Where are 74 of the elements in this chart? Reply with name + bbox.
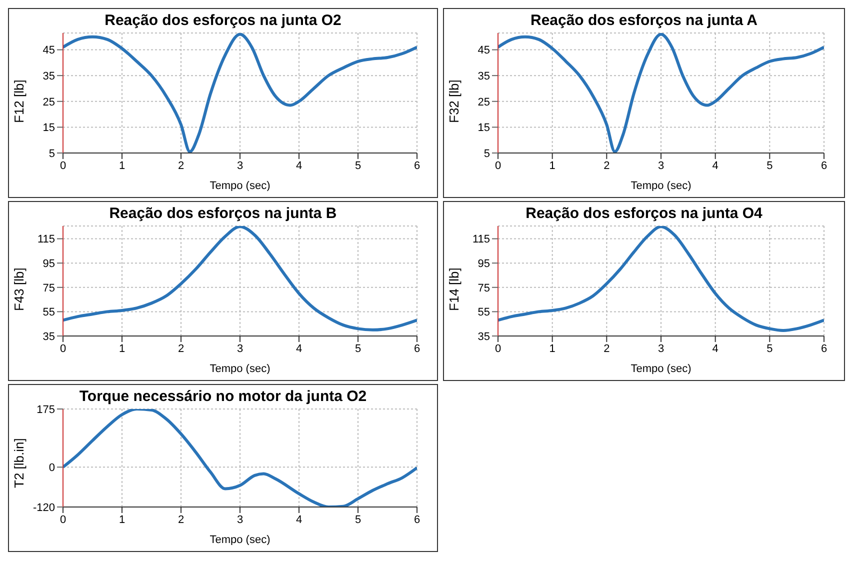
- y-tick-label: 15: [478, 122, 490, 134]
- y-tick-label: 45: [42, 44, 55, 57]
- y-tick-label: 35: [478, 330, 490, 343]
- x-tick-label: 6: [414, 160, 420, 172]
- x-tick-label: 2: [604, 342, 610, 355]
- chart-title: Reação dos esforços na junta B: [108, 205, 338, 222]
- y-axis-title: F43 [lb]: [12, 268, 27, 311]
- y-tick-label: 115: [472, 234, 490, 246]
- chart-title: Reação dos esforços na junta O4: [524, 205, 764, 222]
- x-tick-label: 3: [658, 160, 664, 172]
- x-tick-label: 4: [296, 342, 302, 355]
- x-tick-label: 4: [712, 342, 718, 355]
- y-tick-label: 35: [42, 70, 55, 82]
- y-tick-label: 95: [42, 258, 55, 270]
- x-tick-label: 3: [658, 342, 664, 355]
- x-tick-label: 5: [766, 342, 773, 355]
- y-axis-title: F14 [lb]: [446, 268, 462, 311]
- y-tick-label: 75: [42, 282, 55, 294]
- chart-title: Reação dos esforços na junta A: [529, 12, 758, 29]
- x-axis-title: Tempo (sec): [210, 534, 270, 546]
- x-tick-label: 1: [549, 342, 556, 355]
- x-axis-title: Tempo (sec): [630, 180, 692, 192]
- y-axis-title: T2 [lb.in]: [12, 438, 27, 488]
- y-tick-label: 35: [42, 330, 55, 343]
- y-tick-label: 45: [478, 44, 490, 57]
- x-tick-label: 5: [354, 514, 362, 526]
- y-axis-title: F12 [lb]: [12, 80, 27, 123]
- x-tick-label: 2: [178, 160, 184, 172]
- x-tick-label: 2: [604, 160, 610, 172]
- x-tick-label: 4: [712, 160, 718, 172]
- x-tick-label: 6: [820, 342, 828, 355]
- x-tick-label: 1: [118, 160, 126, 172]
- y-tick-label: -120: [32, 502, 55, 514]
- x-tick-label: 4: [296, 514, 302, 526]
- y-tick-label: 15: [42, 122, 55, 134]
- x-tick-label: 4: [296, 160, 302, 172]
- x-tick-label: 3: [236, 160, 244, 172]
- y-tick-label: 95: [478, 258, 490, 270]
- line-series: [498, 226, 824, 332]
- x-tick-label: 2: [178, 514, 184, 526]
- x-tick-label: 5: [766, 160, 773, 172]
- x-tick-label: 1: [118, 514, 126, 526]
- x-tick-label: 6: [820, 160, 828, 172]
- x-tick-label: 0: [494, 342, 502, 355]
- x-axis-title: Tempo (sec): [630, 363, 692, 375]
- x-axis-title: Tempo (sec): [210, 180, 270, 192]
- x-tick-label: 2: [178, 342, 184, 355]
- x-tick-label: 6: [414, 342, 420, 355]
- y-tick-label: 35: [478, 70, 490, 82]
- chart-title: Torque necessário no motor da junta O2: [78, 388, 368, 405]
- x-tick-label: 5: [354, 342, 362, 355]
- y-tick-label: 115: [37, 234, 55, 246]
- y-tick-label: 5: [484, 148, 490, 160]
- x-tick-label: 3: [236, 514, 244, 526]
- x-tick-label: 0: [60, 514, 66, 526]
- y-tick-label: 5: [48, 148, 55, 160]
- y-axis-title: F32 [lb]: [446, 80, 462, 123]
- x-tick-label: 1: [549, 160, 556, 172]
- x-tick-label: 0: [60, 160, 66, 172]
- x-tick-label: 1: [118, 342, 126, 355]
- chart-title: Reação dos esforços na junta O2: [104, 12, 342, 29]
- x-tick-label: 0: [60, 342, 66, 355]
- x-axis-title: Tempo (sec): [210, 363, 270, 375]
- x-tick-label: 0: [494, 160, 502, 172]
- y-tick-label: 25: [478, 96, 490, 108]
- x-tick-label: 5: [354, 160, 362, 172]
- y-tick-label: 175: [36, 404, 55, 416]
- x-tick-label: 3: [236, 342, 244, 355]
- y-tick-label: 75: [478, 282, 490, 294]
- y-tick-label: 55: [42, 306, 55, 319]
- y-tick-label: 55: [478, 306, 490, 319]
- y-tick-label: 25: [42, 96, 55, 108]
- x-tick-label: 6: [414, 514, 420, 526]
- y-tick-label: 0: [48, 462, 55, 474]
